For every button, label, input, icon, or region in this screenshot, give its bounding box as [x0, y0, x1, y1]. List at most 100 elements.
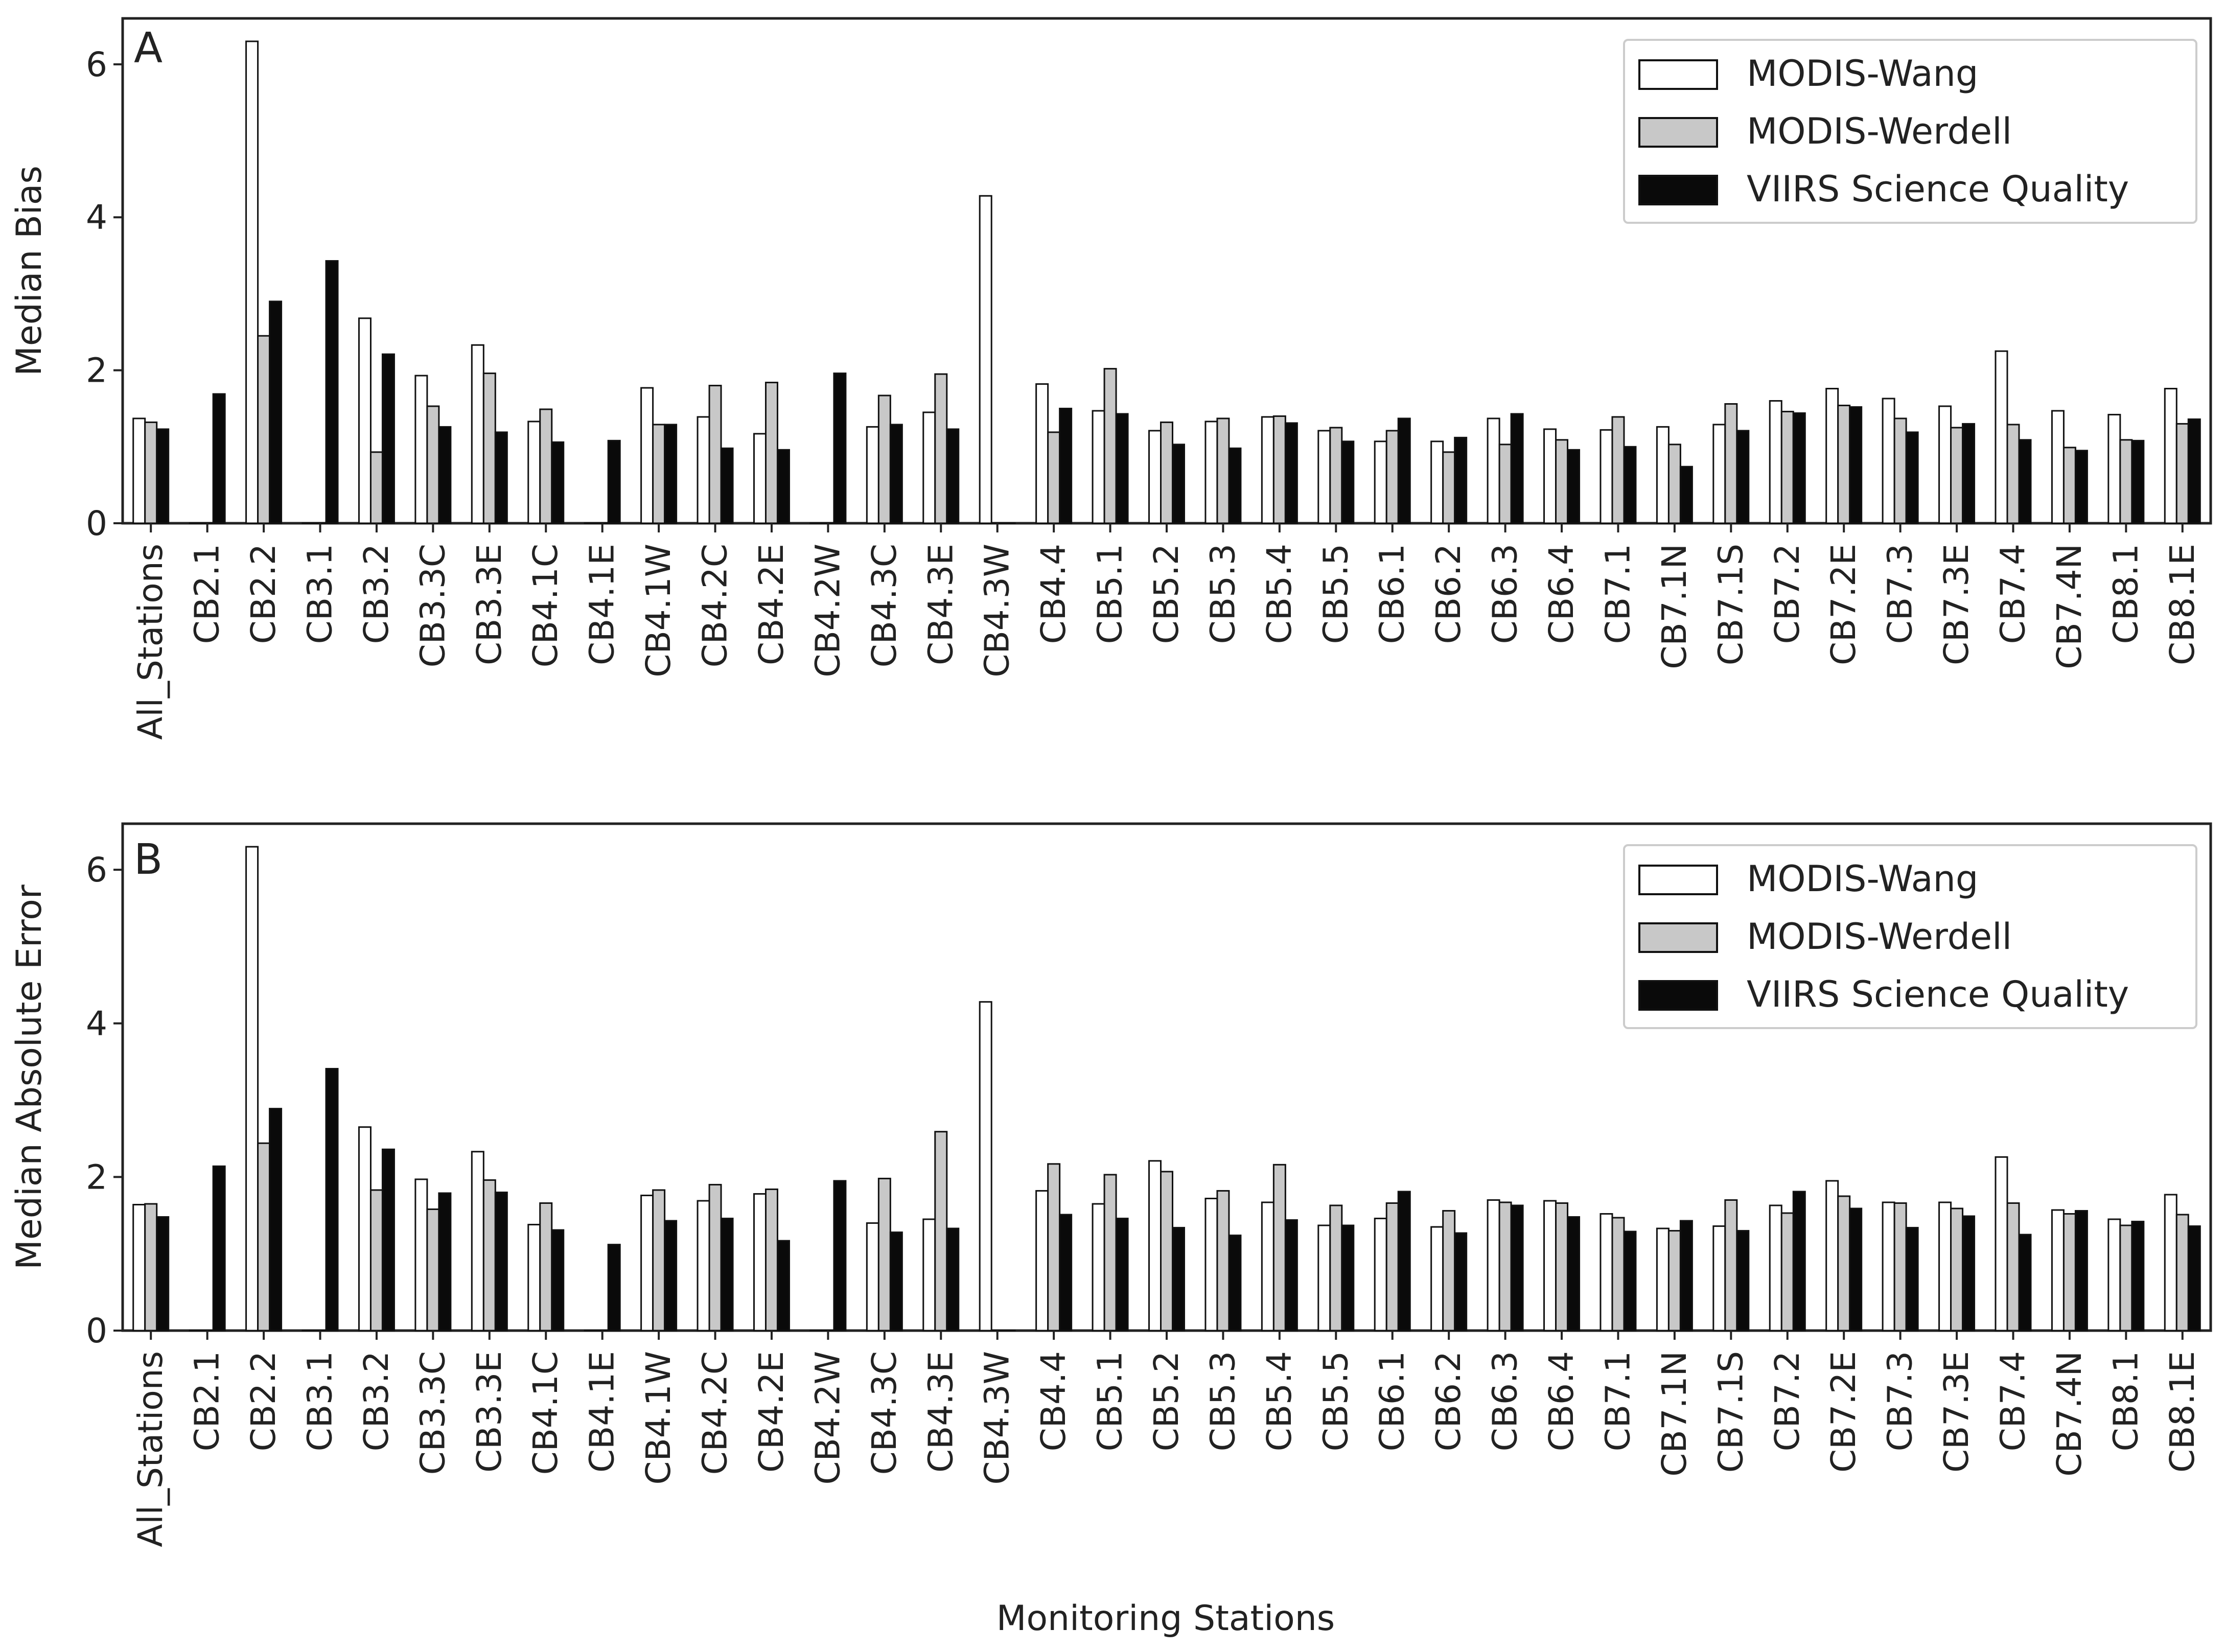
- bar-b-modis-werdell: [1047, 1163, 1061, 1332]
- bar-a-viirs: [776, 449, 790, 524]
- x-tick-label-b: CB3.3E: [470, 1351, 509, 1473]
- bar-a-viirs: [551, 441, 565, 524]
- x-tick-label-a: CB8.1E: [2163, 544, 2202, 665]
- bar-a-viirs: [1567, 449, 1581, 524]
- bar-a-viirs: [889, 424, 903, 524]
- x-tick-label-a: CB7.3E: [1937, 544, 1976, 665]
- bar-b-modis-wang: [1487, 1199, 1500, 1332]
- x-tick-label-a: CB5.3: [1203, 544, 1242, 644]
- bar-b-viirs: [1454, 1232, 1468, 1332]
- bar-a-modis-werdell: [2175, 423, 2189, 524]
- bar-b-modis-werdell: [1611, 1217, 1625, 1332]
- bar-a-modis-wang: [1656, 426, 1670, 524]
- bar-a-modis-werdell: [2119, 439, 2133, 524]
- bar-b-viirs: [1284, 1219, 1298, 1332]
- x-tick-label-b: CB7.1S: [1711, 1351, 1750, 1473]
- bar-a-viirs: [2018, 439, 2032, 524]
- bar-b-modis-wang: [697, 1200, 710, 1332]
- bar-b-viirs: [1115, 1218, 1129, 1332]
- bar-b-modis-wang: [1882, 1201, 1895, 1332]
- bar-b-modis-werdell: [1498, 1201, 1512, 1332]
- panel-label-b: B: [134, 835, 163, 884]
- bar-a-modis-wang: [979, 195, 992, 524]
- bar-a-modis-wang: [1825, 388, 1839, 524]
- bar-a-modis-wang: [866, 426, 879, 524]
- bar-a-modis-werdell: [821, 522, 835, 524]
- bar-a-viirs: [1228, 447, 1242, 524]
- bar-a-viirs: [946, 428, 960, 524]
- x-tick-label-a: CB4.3C: [865, 544, 904, 667]
- bar-a-modis-wang: [2164, 388, 2177, 524]
- legend-label-modis-wang: MODIS-Wang: [1747, 858, 1978, 900]
- x-tick-label-b: CB4.2C: [696, 1351, 735, 1475]
- bar-a-viirs: [1792, 412, 1806, 524]
- x-tick-label-a: CB3.3E: [470, 544, 509, 665]
- y-tick-label-a: 6: [86, 45, 107, 84]
- bar-a-modis-wang: [1261, 416, 1274, 524]
- x-tick-label-a: CB4.2E: [752, 544, 791, 665]
- x-tick-label-a: CB6.4: [1542, 544, 1581, 644]
- x-tick-label-a: CB6.3: [1486, 544, 1525, 644]
- bar-a-viirs: [1115, 413, 1129, 524]
- y-tick-label-b: 4: [86, 1004, 107, 1043]
- x-tick-label-b: CB4.3C: [865, 1351, 904, 1475]
- bar-b-viirs: [1792, 1191, 1806, 1332]
- x-tick-label-b: CB6.1: [1373, 1351, 1412, 1451]
- bar-a-viirs: [2187, 418, 2201, 524]
- x-tick-label-b: CB4.2E: [752, 1351, 791, 1473]
- bar-b-modis-werdell: [257, 1142, 271, 1332]
- bar-b-modis-werdell: [1555, 1202, 1569, 1332]
- bar-a-modis-wang: [245, 40, 259, 524]
- bar-b-viirs: [1228, 1235, 1242, 1332]
- bar-b-modis-wang: [1035, 1190, 1049, 1332]
- bar-a-viirs: [1736, 430, 1750, 524]
- legend-box-a: [1623, 39, 2197, 224]
- bar-a-modis-werdell: [1555, 439, 1569, 524]
- bar-b-viirs: [1679, 1220, 1693, 1332]
- x-tick-label-b: CB7.2E: [1824, 1351, 1863, 1473]
- bar-b-modis-wang: [753, 1193, 767, 1332]
- bar-b-modis-wang: [1261, 1201, 1274, 1332]
- x-tick-label-a: CB2.2: [244, 544, 283, 644]
- bar-b-modis-werdell: [2119, 1224, 2133, 1332]
- y-tick-label-b: 0: [86, 1311, 107, 1351]
- legend-swatch-modis-werdell: [1638, 117, 1718, 148]
- bar-b-modis-werdell: [1950, 1207, 1964, 1332]
- x-tick-label-b: CB5.1: [1091, 1351, 1130, 1451]
- bar-b-viirs: [2131, 1221, 2145, 1332]
- x-tick-label-b: CB3.2: [357, 1351, 396, 1451]
- legend-swatch-modis-werdell: [1638, 922, 1718, 953]
- bar-b-modis-werdell: [1780, 1212, 1794, 1332]
- bar-a-modis-werdell: [1160, 421, 1173, 524]
- bar-b-modis-wang: [640, 1194, 654, 1332]
- bar-a-modis-wang: [527, 421, 541, 524]
- bar-b-viirs: [607, 1244, 621, 1332]
- x-tick-label-b: CB2.2: [244, 1351, 283, 1451]
- legend-swatch-modis-wang: [1638, 865, 1718, 895]
- x-tick-label-a: CB7.1: [1598, 544, 1637, 644]
- x-tick-label-a: CB5.2: [1147, 544, 1186, 644]
- bar-a-modis-wang: [1148, 430, 1162, 524]
- bar-b-viirs: [212, 1165, 226, 1332]
- bar-b-modis-wang: [414, 1178, 428, 1332]
- x-tick-label-b: CB2.1: [188, 1351, 227, 1451]
- bar-b-viirs: [1059, 1214, 1073, 1332]
- x-tick-label-a: CB7.1N: [1655, 544, 1694, 669]
- bar-a-modis-wang: [1712, 424, 1726, 524]
- y-tick-label-b: 6: [86, 850, 107, 890]
- x-tick-label-b: All_Stations: [131, 1351, 170, 1547]
- x-tick-label-b: CB4.2W: [808, 1351, 847, 1485]
- bar-a-modis-wang: [1430, 440, 1444, 524]
- bar-a-modis-wang: [640, 387, 654, 524]
- bar-a-modis-werdell: [764, 382, 778, 524]
- bar-b-modis-werdell: [1724, 1199, 1738, 1332]
- bar-a-viirs: [381, 353, 395, 524]
- bar-a-modis-wang: [2107, 413, 2121, 524]
- x-tick-label-b: CB5.4: [1260, 1351, 1299, 1451]
- bar-b-modis-werdell: [2175, 1214, 2189, 1332]
- bar-a-modis-werdell: [539, 408, 553, 524]
- y-tick-label-b: 2: [86, 1157, 107, 1197]
- bar-b-modis-wang: [132, 1204, 146, 1332]
